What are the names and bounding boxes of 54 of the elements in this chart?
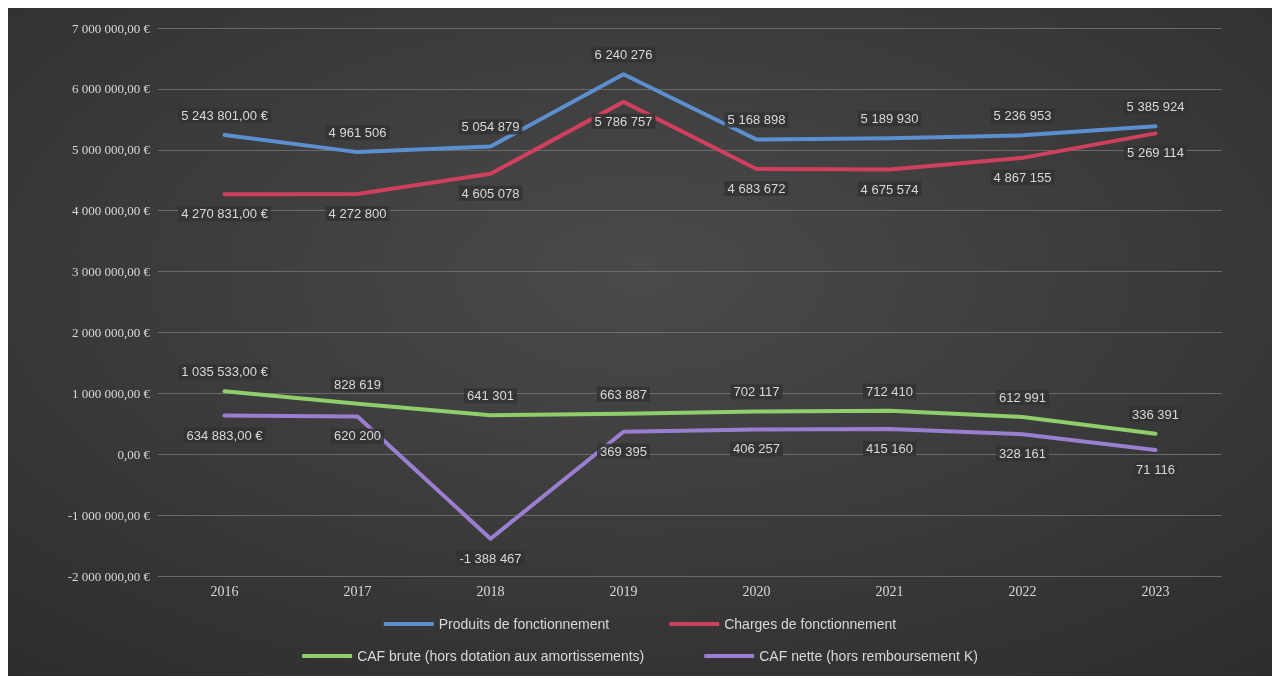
data-label: 336 391 (1132, 406, 1179, 422)
data-label: 828 619 (334, 376, 381, 392)
data-label: 5 786 757 (594, 113, 653, 129)
data-label: -1 388 467 (459, 550, 522, 566)
data-label: 5 243 801,00 € (181, 107, 269, 123)
data-label: 5 189 930 (860, 111, 919, 127)
data-label: 415 160 (866, 440, 913, 456)
data-label: 712 410 (866, 383, 913, 399)
legend-label: CAF brute (hors dotation aux amortissements) (357, 648, 645, 664)
data-label: 5 168 898 (727, 112, 786, 128)
data-label: 5 054 879 (461, 119, 520, 135)
data-label: 702 117 (733, 384, 780, 400)
x-tick-label: 2019 (609, 583, 638, 599)
data-label: 4 605 078 (461, 185, 520, 201)
legend-label: Produits de fonctionnement (438, 616, 610, 632)
x-tick-label: 2021 (875, 583, 904, 599)
data-label: 4 675 574 (860, 181, 919, 197)
y-tick-label: -2 000 000,00 € (67, 568, 151, 584)
data-label: 663 887 (600, 386, 647, 402)
data-label: 71 116 (1136, 461, 1175, 477)
y-tick-label: -1 000 000,00 € (67, 507, 151, 523)
data-label: 6 240 276 (594, 47, 653, 63)
data-label: 5 385 924 (1126, 99, 1185, 115)
data-label: 620 200 (334, 428, 381, 444)
data-label: 5 269 114 (1127, 145, 1184, 161)
data-label: 4 867 155 (993, 169, 1052, 185)
data-label: 5 236 953 (993, 108, 1052, 124)
x-tick-label: 2016 (210, 583, 239, 599)
y-tick-label: 5 000 000,00 € (72, 142, 151, 158)
data-label: 4 272 800 (328, 206, 387, 222)
y-tick-label: 0,00 € (117, 446, 151, 462)
x-tick-label: 2020 (742, 583, 771, 599)
data-label: 641 301 (467, 388, 514, 404)
y-tick-label: 4 000 000,00 € (72, 203, 151, 219)
data-label: 634 883,00 € (186, 427, 264, 443)
y-tick-label: 7 000 000,00 € (72, 20, 151, 36)
data-label: 4 270 831,00 € (181, 206, 269, 222)
legend-label: CAF nette (hors remboursement K) (759, 648, 978, 664)
x-tick-label: 2023 (1141, 583, 1170, 599)
x-tick-label: 2018 (476, 583, 505, 599)
y-tick-label: 3 000 000,00 € (72, 264, 151, 280)
x-tick-label: 2022 (1008, 583, 1037, 599)
data-label: 612 991 (999, 389, 1046, 405)
data-label: 328 161 (999, 446, 1046, 462)
legend-label: Charges de fonctionnement (724, 616, 897, 632)
data-label: 4 683 672 (727, 181, 786, 197)
data-label: 369 395 (600, 443, 647, 459)
y-tick-label: 1 000 000,00 € (72, 385, 151, 401)
x-tick-label: 2017 (343, 583, 372, 599)
y-tick-label: 2 000 000,00 € (72, 324, 151, 340)
data-label: 1 035 533,00 € (181, 364, 269, 380)
data-label: 406 257 (733, 441, 780, 457)
y-tick-label: 6 000 000,00 € (72, 81, 151, 97)
data-label: 4 961 506 (328, 125, 387, 141)
